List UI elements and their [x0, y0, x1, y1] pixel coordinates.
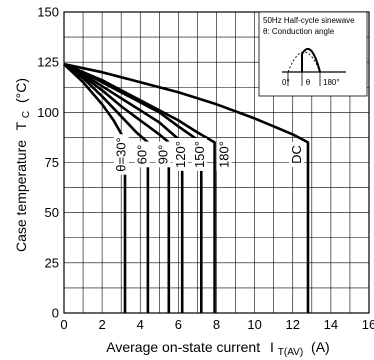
x-tick-label: 4 — [137, 317, 144, 332]
series-label: 150° — [192, 141, 207, 168]
series-line — [63, 63, 184, 313]
y-tick-labels: 0 25 50 75 100 125 150 — [37, 5, 59, 321]
curve-labels: θ=30° 60° 90° 120° 150° 180° DC — [113, 134, 305, 175]
series-label-background — [155, 141, 171, 168]
waveform-icon: 0° θ 180° — [282, 48, 346, 87]
y-tick-label: 25 — [45, 255, 59, 270]
y-axis-subscript: C — [21, 111, 32, 118]
legend-label-theta: θ — [306, 78, 311, 87]
series-label-background — [113, 134, 129, 175]
legend-label-180: 180° — [323, 78, 340, 87]
series-label: θ=30° — [114, 137, 129, 171]
series-label-background — [134, 141, 150, 168]
y-axis-title-text: Case temperature — [13, 140, 29, 252]
y-tick-label: 125 — [37, 55, 59, 70]
series-label-background — [289, 142, 305, 167]
series-label: 90° — [156, 145, 171, 165]
x-tick-label: 0 — [60, 317, 67, 332]
x-tick-label: 10 — [247, 317, 261, 332]
x-axis-subscript: T(AV) — [278, 347, 303, 358]
series-label-background — [172, 138, 188, 171]
y-axis-unit: (°C) — [13, 78, 29, 103]
x-axis-unit: (A) — [311, 339, 330, 355]
x-tick-label: 12 — [286, 317, 300, 332]
series-label-background — [216, 138, 232, 171]
y-tick-label: 50 — [45, 205, 59, 220]
series-label: 60° — [135, 145, 150, 165]
x-axis-symbol: I — [270, 339, 274, 355]
waveform-conduction-portion — [301, 48, 321, 73]
curves — [63, 62, 310, 313]
y-tick-label: 0 — [52, 306, 59, 321]
series-label-background — [191, 138, 207, 171]
legend-label-0: 0° — [282, 78, 290, 87]
y-axis-symbol: T — [13, 121, 29, 130]
y-axis-title: Case temperature T C (°C) — [13, 78, 32, 252]
series-line — [63, 63, 203, 313]
y-tick-label: 100 — [37, 105, 59, 120]
series-label: 180° — [217, 141, 232, 168]
series-label: DC — [289, 145, 304, 164]
legend: 50Hz Half-cycle sinewave θ: Conduction a… — [258, 11, 368, 97]
x-axis-title: Average on-state current I T(AV) (A) — [106, 339, 329, 358]
series-label: 120° — [173, 141, 188, 168]
legend-line-1: 50Hz Half-cycle sinewave — [263, 16, 355, 25]
series-line — [63, 63, 150, 313]
x-tick-label: 14 — [324, 317, 338, 332]
x-axis-title-text: Average on-state current — [106, 339, 260, 355]
series-line — [63, 63, 171, 313]
x-tick-label: 2 — [99, 317, 106, 332]
x-tick-label: 16 — [362, 317, 374, 332]
y-tick-label: 150 — [37, 5, 59, 20]
plot-frame — [63, 11, 370, 314]
series-line — [63, 62, 310, 313]
x-tick-label: 6 — [175, 317, 182, 332]
x-tick-labels: 0 2 4 6 8 10 12 14 16 — [60, 317, 374, 332]
legend-line-2: θ: Conduction angle — [263, 27, 335, 36]
x-tick-label: 8 — [213, 317, 220, 332]
series-line — [63, 63, 216, 313]
y-tick-label: 75 — [45, 155, 59, 170]
